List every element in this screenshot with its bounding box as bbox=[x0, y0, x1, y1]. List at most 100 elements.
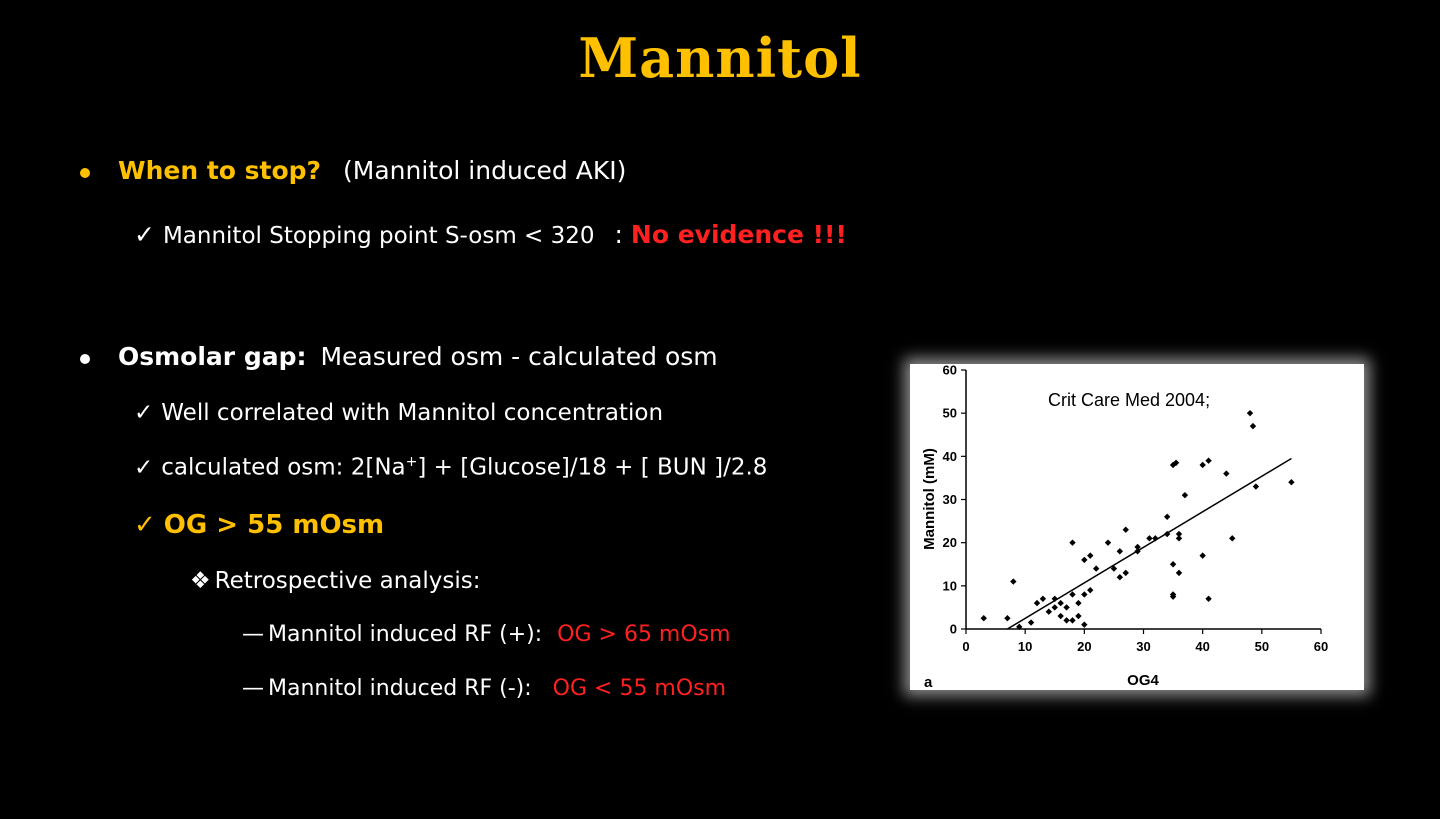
og-threshold-text: OG > 55 mOsm bbox=[163, 510, 385, 540]
x-axis-label: OG4 bbox=[1127, 672, 1159, 689]
retrospective-line: ❖ Retrospective analysis: bbox=[190, 568, 481, 594]
check-icon: ✓ bbox=[134, 510, 156, 540]
check-icon: ✓ bbox=[134, 400, 154, 426]
correlation-line: ✓ Well correlated with Mannitol concentra… bbox=[134, 400, 663, 426]
data-point bbox=[1057, 599, 1064, 607]
data-point bbox=[1252, 483, 1260, 490]
rf-positive-text: Mannitol induced RF (+): bbox=[268, 622, 543, 647]
bullet-dot bbox=[80, 354, 90, 364]
data-point bbox=[1229, 535, 1236, 542]
data-point bbox=[1092, 565, 1100, 572]
data-point bbox=[1169, 593, 1177, 600]
calculated-osm-line: ✓ calculated osm: 2[Na+] + [Glucose]/18 +… bbox=[134, 454, 767, 481]
data-point bbox=[1069, 617, 1076, 624]
separator: : bbox=[614, 220, 623, 249]
when-to-stop-heading: When to stop? bbox=[118, 156, 322, 185]
data-point bbox=[1057, 612, 1064, 620]
osmolar-gap-definition: Measured osm - calculated osm bbox=[320, 342, 718, 371]
data-point bbox=[1249, 422, 1257, 430]
data-point bbox=[1039, 595, 1047, 602]
data-point bbox=[1087, 586, 1094, 594]
y-tick-label: 50 bbox=[943, 406, 957, 421]
y-tick-label: 20 bbox=[943, 535, 957, 550]
slide-title: Mannitol bbox=[578, 26, 862, 90]
sodium-charge: + bbox=[405, 454, 418, 470]
y-tick-label: 10 bbox=[943, 578, 957, 593]
osmolar-gap-heading: Osmolar gap: bbox=[118, 342, 307, 371]
data-point bbox=[1081, 556, 1088, 564]
calculated-osm-text-b: ] + [Glucose]/18 + [ BUN ]/2.8 bbox=[417, 454, 768, 481]
mannitol-aki-note: (Mannitol induced AKI) bbox=[343, 156, 627, 185]
data-point bbox=[1063, 604, 1070, 611]
panel-label: a bbox=[924, 674, 933, 690]
data-point bbox=[1004, 615, 1011, 622]
x-tick-label: 20 bbox=[1077, 639, 1091, 654]
diamond-bullet-icon: ❖ bbox=[190, 568, 211, 594]
data-point bbox=[1075, 599, 1082, 607]
data-point bbox=[1199, 461, 1206, 469]
rf-negative-text: Mannitol induced RF (-): bbox=[268, 676, 532, 701]
x-tick-label: 40 bbox=[1195, 639, 1209, 654]
rf-positive-line: — Mannitol induced RF (+): OG > 65 mOsm bbox=[242, 622, 731, 647]
osmolar-gap-line: Osmolar gap: Measured osm - calculated o… bbox=[118, 342, 718, 371]
correlation-text: Well correlated with Mannitol concentrat… bbox=[161, 400, 664, 426]
scatter-chart: 0 10 20 30 40 50 60 0 10 20 30 40 50 60 Crit Care Med… bbox=[921, 364, 1328, 690]
bullet-dot bbox=[80, 168, 90, 178]
data-point bbox=[1169, 561, 1177, 568]
data-point bbox=[1104, 539, 1112, 546]
data-point bbox=[1045, 608, 1053, 615]
check-icon: ✓ bbox=[134, 220, 155, 249]
data-point bbox=[1033, 599, 1041, 607]
data-point bbox=[1175, 530, 1183, 538]
data-point bbox=[1163, 530, 1171, 538]
data-point bbox=[1122, 569, 1129, 577]
data-point bbox=[1016, 623, 1023, 631]
citation-annotation: Crit Care Med 2004; bbox=[1048, 390, 1210, 410]
data-point bbox=[1069, 539, 1076, 546]
y-tick-label: 60 bbox=[943, 364, 957, 378]
data-point bbox=[1205, 457, 1212, 464]
data-point bbox=[1122, 526, 1129, 533]
data-point bbox=[1288, 479, 1295, 486]
data-point bbox=[1075, 612, 1082, 620]
data-point bbox=[1163, 513, 1171, 520]
calculated-osm-text-a: calculated osm: 2[Na bbox=[161, 454, 406, 481]
scatter-chart-panel: 0 10 20 30 40 50 60 0 10 20 30 40 50 60 Crit Care Med… bbox=[910, 364, 1364, 690]
data-point bbox=[1246, 409, 1254, 417]
stopping-point-line: ✓ Mannitol Stopping point S-osm < 320 : N… bbox=[134, 220, 847, 249]
no-evidence-text: No evidence !!! bbox=[630, 220, 847, 249]
x-tick-label: 30 bbox=[1136, 639, 1150, 654]
retrospective-text: Retrospective analysis: bbox=[214, 568, 481, 594]
data-point bbox=[980, 615, 987, 622]
x-tick-label: 60 bbox=[1314, 639, 1328, 654]
y-axis-label: Mannitol (mM) bbox=[921, 448, 938, 550]
y-tick-label: 30 bbox=[943, 492, 957, 507]
data-point bbox=[1175, 535, 1183, 542]
rf-positive-value: OG > 65 mOsm bbox=[557, 622, 731, 647]
data-point bbox=[1146, 535, 1153, 542]
data-point bbox=[1010, 578, 1017, 585]
data-point bbox=[1199, 552, 1206, 559]
data-point bbox=[1069, 591, 1076, 598]
stopping-point-text: Mannitol Stopping point S-osm < 320 bbox=[162, 223, 595, 249]
rf-negative-line: — Mannitol induced RF (-): OG < 55 mOsm bbox=[242, 676, 726, 701]
trend-line bbox=[1007, 457, 1292, 630]
when-to-stop-line: When to stop? (Mannitol induced AKI) bbox=[118, 156, 626, 185]
data-point bbox=[1051, 604, 1058, 611]
y-tick-label: 40 bbox=[943, 449, 957, 464]
data-point bbox=[1181, 491, 1189, 499]
data-point bbox=[1063, 617, 1070, 624]
check-icon: ✓ bbox=[134, 454, 154, 481]
data-point bbox=[1205, 595, 1212, 602]
data-point bbox=[1087, 552, 1094, 559]
dash-icon: — bbox=[242, 622, 264, 647]
x-tick-label: 10 bbox=[1018, 639, 1032, 654]
data-point bbox=[1223, 470, 1230, 477]
y-tick-label: 0 bbox=[950, 622, 957, 637]
x-tick-label: 50 bbox=[1255, 639, 1269, 654]
data-point bbox=[1027, 619, 1035, 626]
data-point bbox=[1081, 621, 1088, 628]
data-point bbox=[1116, 548, 1124, 555]
data-point bbox=[1116, 574, 1124, 581]
data-point bbox=[1081, 591, 1088, 598]
